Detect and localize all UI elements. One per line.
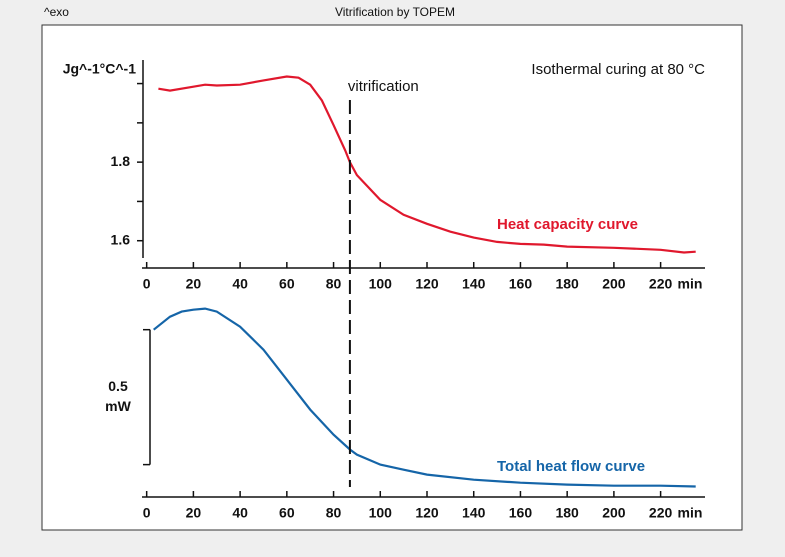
x-tick-label: 0 [143,505,151,521]
x-tick-label: 140 [462,276,486,292]
vline-label: vitrification [348,78,419,95]
scale-bar-label: 0.5 [108,378,128,394]
x-tick-label: 200 [602,276,626,292]
y-tick-label: 1.8 [111,153,131,169]
x-tick-label: 160 [509,276,533,292]
x-tick-label: 80 [326,276,342,292]
x-unit: min [678,276,703,292]
x-tick-label: 140 [462,505,486,521]
x-tick-label: 80 [326,505,342,521]
subtitle: Isothermal curing at 80 °C [531,61,705,78]
legend-label: Total heat flow curve [497,458,645,475]
x-unit: min [678,505,703,521]
x-tick-label: 60 [279,505,295,521]
x-tick-label: 100 [369,505,393,521]
panel [41,24,743,531]
x-tick-label: 220 [649,276,673,292]
x-tick-label: 180 [555,276,579,292]
x-tick-label: 160 [509,505,533,521]
x-tick-label: 0 [143,276,151,292]
x-tick-label: 180 [555,505,579,521]
scale-bar-unit: mW [105,398,131,414]
corner-label: ^exo [44,5,69,19]
x-tick-label: 60 [279,276,295,292]
line [158,75,696,254]
x-tick-label: 120 [415,276,439,292]
y-tick-label: 1.6 [111,231,131,247]
x-tick-label: 20 [186,276,202,292]
x-tick-label: 20 [186,505,202,521]
y-axis-label: Jg^-1°C^-1 [63,61,137,77]
line [153,307,696,488]
x-tick-label: 40 [232,505,248,521]
x-tick-label: 200 [602,505,626,521]
chart-title: Vitrification by TOPEM [335,5,455,19]
x-tick-label: 40 [232,276,248,292]
legend-label: Heat capacity curve [497,216,638,233]
x-tick-label: 220 [649,505,673,521]
x-tick-label: 100 [369,276,393,292]
x-tick-label: 120 [415,505,439,521]
